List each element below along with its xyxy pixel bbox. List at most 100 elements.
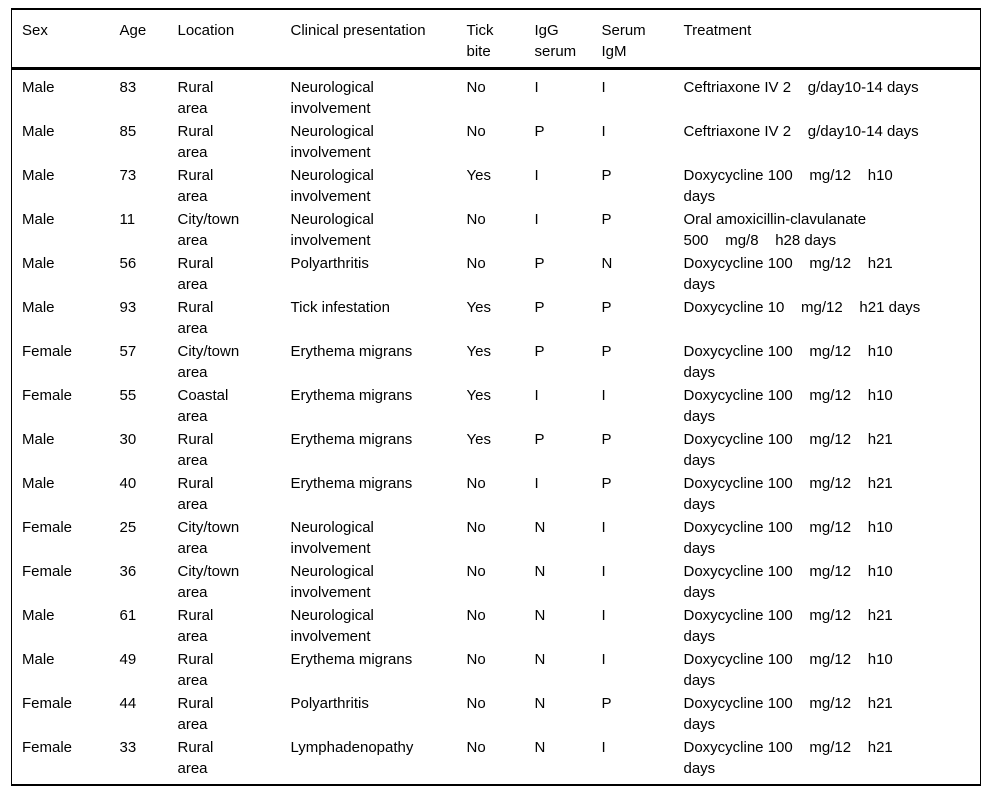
cell-tick_bite: Yes [466, 387, 491, 404]
cell-age: 57 [119, 343, 137, 360]
cell-serum_igm: P [601, 299, 612, 316]
cell-serum_igm: P [601, 431, 612, 448]
cell-clinical_presentation: Erythema migrans [290, 431, 413, 448]
cell-age: 73 [119, 167, 137, 184]
cell-tick_bite: No [466, 563, 486, 580]
cell-sex: Male [22, 123, 55, 140]
cell-location: Rural area [177, 475, 214, 513]
cell-location: Rural area [177, 695, 214, 733]
cell-serum_igm: P [601, 211, 612, 228]
cell-tick_bite: Yes [466, 343, 491, 360]
cell-igg_serum: N [534, 695, 546, 712]
cell-igg_serum: N [534, 607, 546, 624]
cell-serum_igm: I [601, 79, 606, 96]
cell-igg_serum: N [534, 519, 546, 536]
cell-clinical_presentation: Neurological involvement [290, 123, 374, 161]
cell-tick_bite: Yes [466, 167, 491, 184]
cell-location: City/town area [177, 519, 240, 557]
cell-clinical_presentation: Polyarthritis [290, 255, 369, 272]
cell-treatment: Doxycycline 100 mg/12 h10 days [683, 387, 893, 425]
cell-sex: Female [22, 739, 73, 756]
cell-tick_bite: Yes [466, 431, 491, 448]
cell-clinical_presentation: Neurological involvement [290, 211, 374, 249]
cell-clinical_presentation: Erythema migrans [290, 343, 413, 360]
table-row: Male 61 Rural area Neurological involvement… [12, 603, 981, 647]
column-header-location: Location [167, 9, 281, 70]
cell-age: 55 [119, 387, 137, 404]
table-row: Male 83 Rural area Neurological involvement… [12, 69, 981, 120]
cell-location: Rural area [177, 79, 214, 117]
cell-igg_serum: P [534, 123, 545, 140]
cell-clinical_presentation: Polyarthritis [290, 695, 369, 712]
cell-igg_serum: N [534, 739, 546, 756]
table-row: Male 85 Rural area Neurological involvement… [12, 119, 981, 163]
cell-sex: Female [22, 695, 73, 712]
cell-serum_igm: P [601, 475, 612, 492]
cell-sex: Male [22, 607, 55, 624]
cell-igg_serum: N [534, 563, 546, 580]
column-header-age: Age [109, 9, 168, 70]
cell-igg_serum: I [534, 79, 539, 96]
cell-clinical_presentation: Neurological involvement [290, 79, 374, 117]
table-row: Female 55 Coastal area Erythema migrans Yes I… [12, 383, 981, 427]
column-header-tick_bite: Tick bite [456, 9, 525, 70]
cell-treatment: Doxycycline 100 mg/12 h10 days [683, 519, 893, 557]
cell-location: Rural area [177, 607, 214, 645]
cell-igg_serum: N [534, 651, 546, 668]
cell-clinical_presentation: Neurological involvement [290, 607, 374, 645]
cell-tick_bite: No [466, 123, 486, 140]
cell-location: Coastal area [177, 387, 229, 425]
cell-tick_bite: No [466, 255, 486, 272]
cell-igg_serum: P [534, 431, 545, 448]
cell-serum_igm: I [601, 651, 606, 668]
cell-location: City/town area [177, 343, 240, 381]
cell-age: 93 [119, 299, 137, 316]
column-header-serum_igm: Serum IgM [591, 9, 674, 70]
cell-igg_serum: P [534, 343, 545, 360]
patients-table: Sex Age Location Clinical presentation Tick … [11, 8, 981, 786]
cell-age: 61 [119, 607, 137, 624]
cell-age: 11 [119, 211, 136, 228]
cell-treatment: Doxycycline 100 mg/12 h10 days [683, 563, 893, 601]
cell-treatment: Doxycycline 100 mg/12 h21 days [683, 739, 893, 777]
cell-age: 44 [119, 695, 137, 712]
column-header-sex: Sex [11, 9, 110, 70]
cell-location: Rural area [177, 123, 214, 161]
cell-treatment: Doxycycline 100 mg/12 h21 days [683, 475, 893, 513]
cell-clinical_presentation: Lymphadenopathy [290, 739, 414, 756]
cell-sex: Male [22, 167, 55, 184]
cell-age: 33 [119, 739, 137, 756]
cell-location: Rural area [177, 299, 214, 337]
column-header-igg_serum: IgG serum [524, 9, 592, 70]
cell-sex: Male [22, 651, 55, 668]
cell-treatment: Doxycycline 10 mg/12 h21 days [683, 299, 921, 316]
table-row: Male 40 Rural area Erythema migrans No I P Doxy… [12, 471, 981, 515]
cell-treatment: Doxycycline 100 mg/12 h21 days [683, 695, 893, 733]
cell-serum_igm: I [601, 123, 606, 140]
cell-treatment: Doxycycline 100 mg/12 h21 days [683, 431, 893, 469]
column-header-clinical_presentation: Clinical presentation [280, 9, 457, 70]
cell-tick_bite: No [466, 519, 486, 536]
table-row: Male 56 Rural area Polyarthritis No P N Doxycyc… [12, 251, 981, 295]
cell-tick_bite: No [466, 739, 486, 756]
cell-treatment: Doxycycline 100 mg/12 h10 days [683, 167, 893, 205]
cell-serum_igm: I [601, 387, 606, 404]
cell-serum_igm: P [601, 695, 612, 712]
cell-clinical_presentation: Erythema migrans [290, 475, 413, 492]
table-row: Female 44 Rural area Polyarthritis No N P Doxyc… [12, 691, 981, 735]
cell-clinical_presentation: Tick infestation [290, 299, 391, 316]
cell-clinical_presentation: Erythema migrans [290, 387, 413, 404]
column-header-treatment: Treatment [673, 9, 981, 70]
cell-treatment: Doxycycline 100 mg/12 h10 days [683, 651, 893, 689]
table-row: Male 73 Rural area Neurological involvement… [12, 163, 981, 207]
cell-location: Rural area [177, 167, 214, 205]
cell-clinical_presentation: Neurological involvement [290, 563, 374, 601]
table-row: Female 36 City/town area Neurological invol… [12, 559, 981, 603]
cell-age: 85 [119, 123, 137, 140]
cell-treatment: Doxycycline 100 mg/12 h10 days [683, 343, 893, 381]
cell-igg_serum: P [534, 255, 545, 272]
cell-igg_serum: P [534, 299, 545, 316]
cell-tick_bite: No [466, 475, 486, 492]
cell-serum_igm: I [601, 739, 606, 756]
